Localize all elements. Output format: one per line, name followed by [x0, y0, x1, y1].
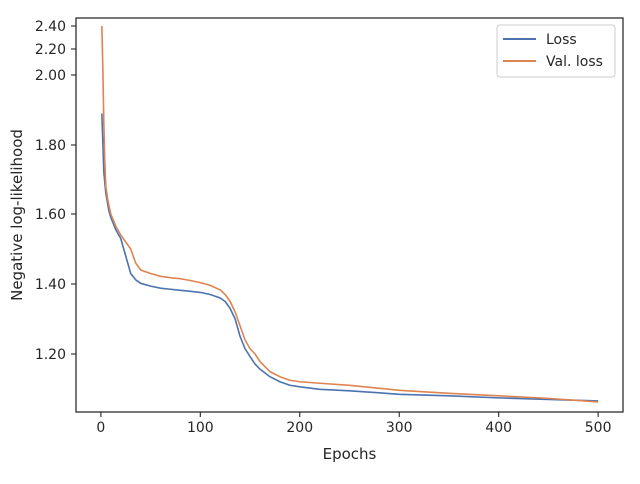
x-tick-label: 500	[585, 420, 612, 436]
x-tick-label: 100	[187, 420, 214, 436]
legend: Loss Val. loss	[496, 24, 616, 78]
y-tick-label: 1.80	[35, 138, 66, 154]
y-tick-label: 2.40	[35, 19, 66, 35]
plot-area	[75, 17, 624, 413]
y-axis-label: Negative log-likelihood	[8, 129, 26, 301]
x-ticks: 0 100 200 300 400 500	[96, 412, 612, 436]
y-tick-label: 2.00	[35, 68, 66, 84]
x-tick-label: 200	[286, 420, 313, 436]
y-tick-label: 1.40	[35, 277, 66, 293]
series-line-val-loss	[101, 25, 599, 403]
legend-label-loss: Loss	[546, 32, 577, 48]
x-tick-label: 300	[386, 420, 413, 436]
y-tick-label: 2.20	[35, 42, 66, 58]
y-tick-label: 1.20	[35, 347, 66, 363]
x-axis-label: Epochs	[323, 445, 377, 463]
x-tick-label: 0	[96, 420, 105, 436]
series-layer	[101, 25, 599, 403]
y-tick-label: 1.60	[35, 207, 66, 223]
series-line-loss	[101, 113, 599, 402]
legend-label-val-loss: Val. loss	[546, 54, 603, 70]
y-ticks: 1.20 1.40 1.60 1.80 2.00 2.20 2.40	[35, 19, 76, 363]
x-tick-label: 400	[485, 420, 512, 436]
